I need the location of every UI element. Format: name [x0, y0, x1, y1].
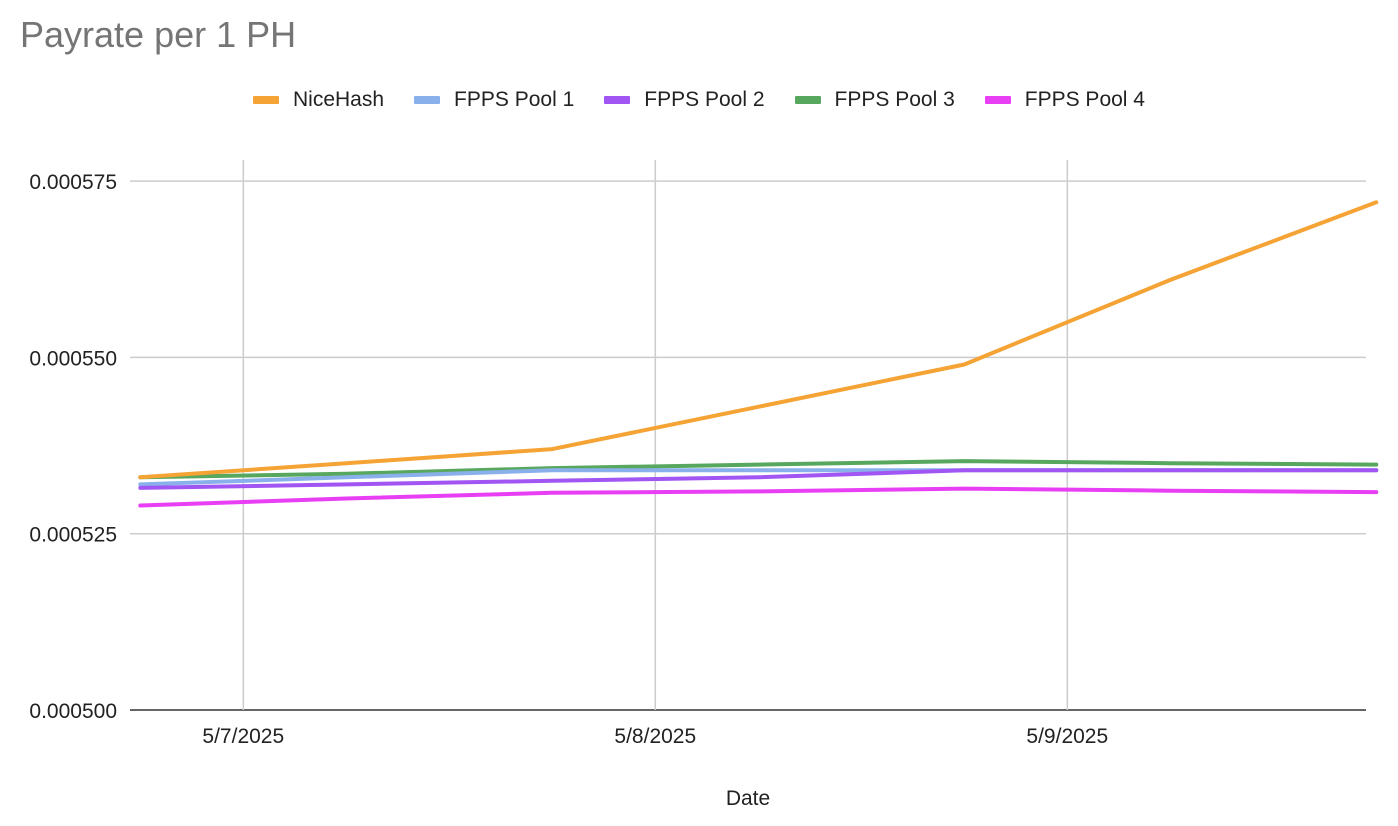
y-tick-label: 0.000550 [29, 347, 117, 370]
legend-label-nicehash: NiceHash [293, 88, 385, 111]
series-line-fpps-pool-2[interactable] [138, 468, 1379, 490]
legend-label-fpps-pool-1: FPPS Pool 1 [454, 88, 575, 111]
legend-label-fpps-pool-2: FPPS Pool 2 [644, 88, 765, 111]
y-tick-label: 0.000575 [29, 171, 117, 194]
legend-swatch-nicehash [253, 96, 279, 104]
grid-layer [130, 160, 1366, 711]
legend-swatch-fpps-pool-1 [414, 96, 441, 104]
x-tick-label: 5/8/2025 [614, 725, 696, 748]
legend-label-fpps-pool-4: FPPS Pool 4 [1024, 88, 1145, 111]
y-tick-label: 0.000525 [29, 524, 117, 547]
legend-label-fpps-pool-3: FPPS Pool 3 [834, 88, 955, 111]
legend-item-fpps-pool-1[interactable]: FPPS Pool 1 [414, 88, 574, 112]
legend-swatch-fpps-pool-4 [984, 96, 1011, 104]
legend-swatch-fpps-pool-2 [604, 96, 631, 104]
series-layer [138, 200, 1379, 508]
chart-title: Payrate per 1 PH [20, 14, 297, 55]
legend-swatch-fpps-pool-3 [794, 96, 821, 104]
legend-item-nicehash[interactable]: NiceHash [253, 88, 384, 112]
legend-item-fpps-pool-4[interactable]: FPPS Pool 4 [984, 88, 1145, 112]
legend-item-fpps-pool-3[interactable]: FPPS Pool 3 [794, 88, 955, 112]
x-axis-title: Date [726, 787, 770, 810]
x-tick-label: 5/7/2025 [202, 725, 284, 748]
series-line-fpps-pool-3[interactable] [138, 459, 1379, 480]
y-tick-label: 0.000500 [29, 700, 117, 723]
axis-layer: 0.000500 0.000525 0.000550 0.000575 5/7/2025… [29, 171, 1108, 748]
series-line-fpps-pool-4[interactable] [138, 486, 1379, 508]
x-tick-label: 5/9/2025 [1026, 725, 1108, 748]
legend-item-fpps-pool-2[interactable]: FPPS Pool 2 [604, 88, 765, 112]
series-line-nicehash[interactable] [138, 200, 1379, 480]
legend: NiceHash FPPS Pool 1 FPPS Pool 2 FPPS Po… [0, 88, 1398, 112]
